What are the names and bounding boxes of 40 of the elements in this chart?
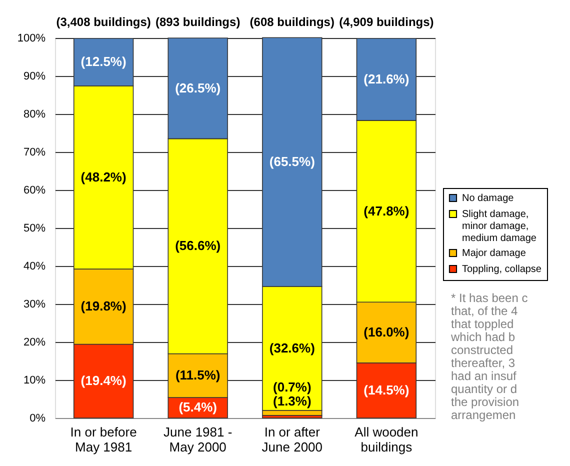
y-tick-label: 80% [23, 108, 46, 120]
data-label: (19.8%) [80, 298, 126, 314]
data-label: (16.0%) [364, 324, 410, 340]
y-tick-label: 70% [23, 146, 46, 158]
legend-label: Toppling, collapse [462, 264, 542, 275]
data-label: (5.4%) [178, 400, 217, 415]
y-tick-label: 50% [23, 222, 46, 234]
data-label: (14.5%) [364, 382, 410, 398]
data-label: (32.6%) [269, 340, 315, 356]
y-tick-label: 0% [30, 412, 46, 424]
y-tick-label: 100% [17, 32, 46, 44]
x-tick-label: In or after June 2000 [262, 424, 323, 454]
data-label: (11.5%) [175, 368, 220, 383]
x-tick-label: All wooden buildings [354, 424, 418, 454]
text: (4,909 buildings) [339, 15, 434, 29]
x-tick-label: June 1981 - May 2000 [164, 424, 232, 454]
data-label: (65.5%) [269, 154, 315, 170]
text: * It has been c that, of the 4 that toppled which had b constructed thereafter, 3 had an insuf quantity or d the provision arrangemen [451, 291, 528, 422]
text: (893 buildings) [156, 15, 240, 29]
text: (608 buildings) [250, 15, 334, 29]
legend-label: Slight damage, minor damage, medium damage [462, 209, 537, 244]
y-tick-label: 60% [23, 184, 46, 196]
y-tick-label: 90% [23, 70, 46, 82]
text: (3,408 buildings) [56, 15, 151, 29]
legend-label: Major damage [462, 248, 526, 259]
data-label: (48.2%) [80, 169, 126, 184]
data-label: (56.6%) [175, 238, 221, 254]
legend-label: No damage [462, 193, 514, 204]
y-tick-label: 20% [23, 336, 46, 348]
x-tick-label: In or before May 1981 [70, 424, 137, 454]
data-label: (19.4%) [80, 373, 126, 388]
y-tick-label: 40% [23, 260, 46, 272]
data-label: (26.5%) [175, 80, 221, 96]
data-label: (21.6%) [364, 71, 410, 86]
data-label: (0.7%) [273, 379, 312, 394]
data-label: (47.8%) [364, 203, 410, 218]
data-label: (1.3%) [273, 393, 312, 408]
y-tick-label: 30% [23, 298, 46, 310]
y-tick-label: 10% [23, 374, 46, 386]
data-label: (12.5%) [80, 54, 126, 70]
